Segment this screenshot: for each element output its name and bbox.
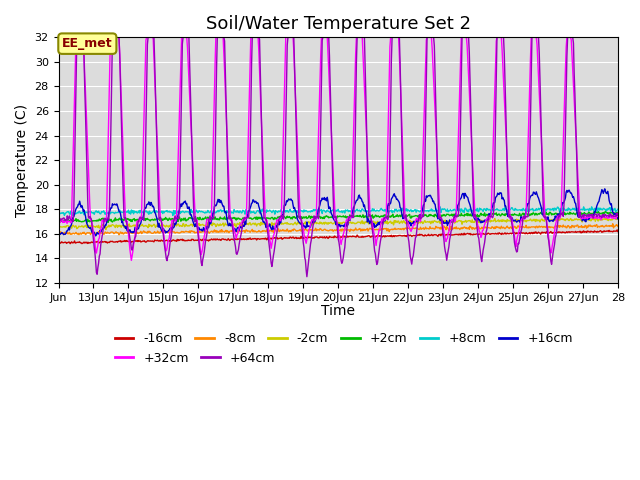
X-axis label: Time: Time	[321, 304, 355, 318]
Title: Soil/Water Temperature Set 2: Soil/Water Temperature Set 2	[205, 15, 470, 33]
Y-axis label: Temperature (C): Temperature (C)	[15, 104, 29, 216]
Legend: +32cm, +64cm: +32cm, +64cm	[109, 347, 280, 370]
Text: EE_met: EE_met	[62, 37, 113, 50]
